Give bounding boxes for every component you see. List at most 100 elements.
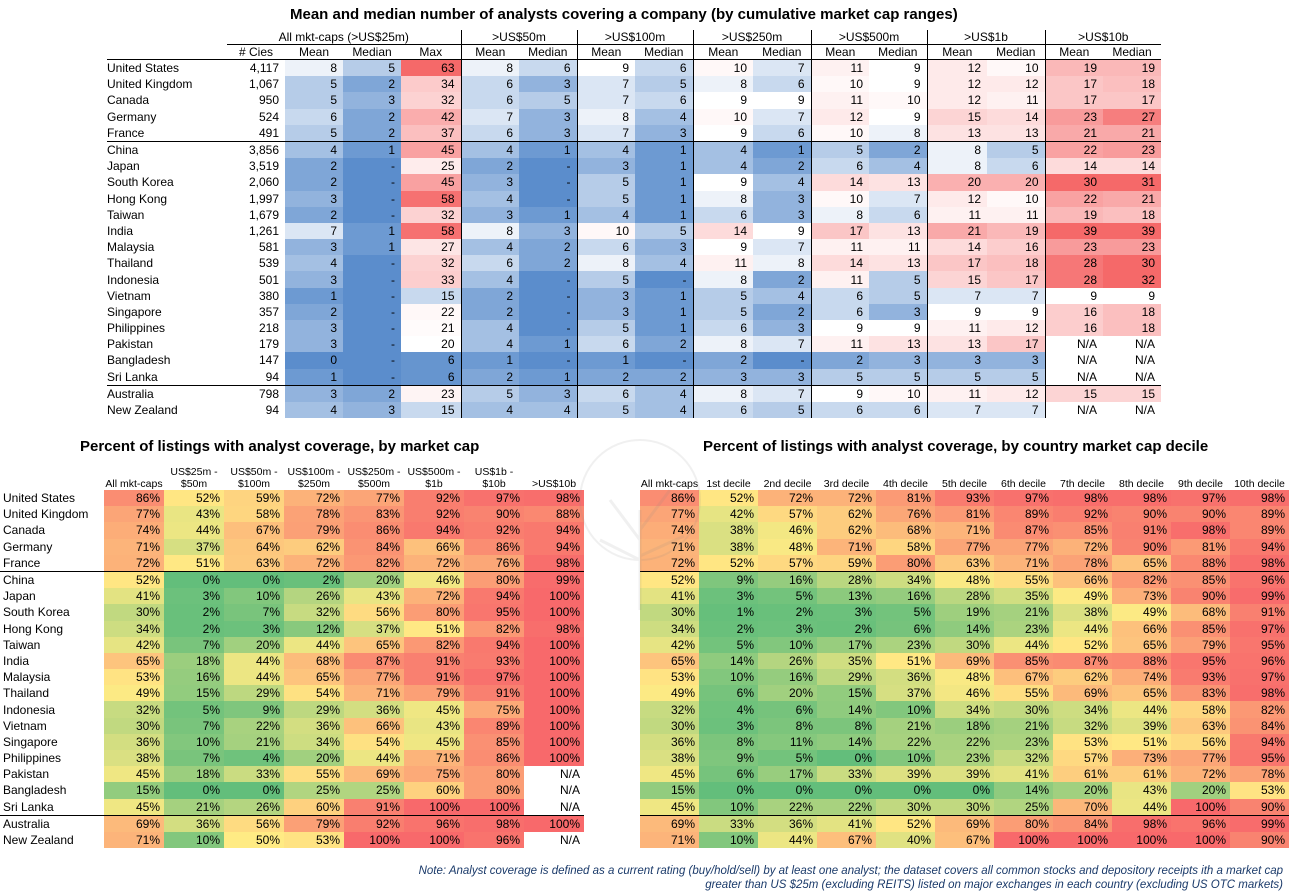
country-label: South Korea	[3, 605, 70, 620]
percent-cell: 45%	[104, 766, 164, 783]
value-cell: 25	[401, 158, 461, 175]
percent-cell: 72%	[284, 490, 344, 507]
value-cell: 15	[926, 271, 988, 288]
value-cell: 11	[869, 239, 928, 256]
percent-cell: 53%	[1230, 782, 1289, 799]
value-cell: 18	[1103, 206, 1162, 223]
value-cell: 13	[869, 336, 928, 353]
percent-cell: 100%	[524, 669, 584, 686]
percent-cell: 65%	[344, 636, 404, 653]
percent-cell: 100%	[344, 831, 404, 849]
table-row: China 3,856 4 1 45 4 1 4 1 4 1 5 2 8 5 22 23	[107, 140, 1162, 159]
percent-cell: 100%	[1112, 831, 1171, 849]
coverage-by-market-cap-table: All mkt-caps US$25m - $50m US$50m - $100m U…	[0, 460, 584, 849]
percent-cell: 69%	[935, 814, 994, 832]
analyst-count-table: All mkt-caps (>US$25m) >US$50m >US$100m >US…	[107, 30, 1162, 419]
percent-cell: 100%	[1171, 831, 1230, 849]
percent-cell: 22%	[224, 717, 284, 734]
value-cell: 9	[810, 384, 870, 402]
percent-cell: 30%	[935, 798, 994, 816]
value-cell: 17	[1103, 92, 1162, 109]
value-cell: 9	[1103, 287, 1162, 304]
percent-cell: 92%	[1053, 506, 1112, 523]
percent-cell: 23%	[994, 733, 1053, 750]
percent-cell: 16%	[758, 570, 817, 589]
value-cell: 3	[285, 271, 343, 288]
table-row: New Zealand 71% 10% 50% 53% 100% 100% 96% N/A	[0, 831, 584, 849]
percent-cell: 23%	[935, 750, 994, 767]
percent-cell: 26%	[284, 588, 344, 605]
value-cell: 1	[519, 368, 578, 386]
value-cell: 6	[753, 76, 812, 93]
value-cell: 4	[285, 255, 343, 272]
percent-cell: 71%	[817, 538, 876, 555]
table-row: Japan 3,519 2-25 2-3 1 4 2 6 4 8 6 14 14	[107, 158, 1162, 175]
percent-cell: 41%	[104, 588, 164, 605]
value-cell: 58	[401, 190, 461, 207]
percent-cell: 95%	[1171, 652, 1230, 670]
percent-cell: 60%	[284, 798, 344, 816]
value-cell: 0	[285, 352, 343, 369]
country-label: Indonesia	[107, 272, 160, 287]
table-row: 30% 1% 2% 3% 5% 19% 21% 38% 49% 68% 91%	[640, 604, 1289, 621]
country-label: India	[107, 223, 134, 238]
value-cell: 20	[926, 174, 988, 191]
percent-cell: 36%	[164, 814, 224, 832]
percent-cell: 87%	[1053, 652, 1112, 670]
percent-cell: 71%	[640, 831, 699, 849]
percent-cell: 85%	[994, 652, 1053, 670]
value-cell: 11	[987, 92, 1046, 109]
value-cell: 2	[460, 287, 519, 304]
value-cell: 2	[343, 124, 401, 142]
table-row: Germany 524 6 2 42 7 3 8 4 10 7 12 9 15 14 23 27	[107, 108, 1162, 125]
percent-cell: 67%	[817, 831, 876, 849]
value-cell: 4	[460, 190, 519, 207]
value-cell: 1	[635, 320, 694, 337]
value-cell: 3	[460, 206, 519, 223]
value-cell: 10	[987, 190, 1046, 207]
percent-cell: 86%	[104, 490, 164, 507]
percent-cell: 10%	[758, 636, 817, 653]
value-cell: 39	[1044, 222, 1104, 240]
value-cell: 3	[519, 222, 578, 240]
percent-cell: 71%	[640, 538, 699, 555]
value-cell: -	[519, 271, 578, 288]
percent-cell: 71%	[104, 538, 164, 555]
country-label: Vietnam	[107, 288, 151, 303]
percent-cell: 98%	[1171, 522, 1230, 539]
country-label: China	[107, 140, 227, 159]
percent-cell: 99%	[1230, 588, 1289, 605]
country-label: Pakistan	[3, 767, 50, 782]
percent-cell: 100%	[524, 701, 584, 718]
percent-cell: 99%	[524, 570, 584, 589]
percent-cell: 6%	[876, 620, 935, 637]
percent-cell: 41%	[817, 814, 876, 832]
company-count-cell: 1,067	[248, 77, 279, 92]
value-cell: 58	[401, 222, 461, 240]
value-cell: 17	[926, 255, 988, 272]
percent-cell: 2%	[758, 604, 817, 621]
percent-cell: 29%	[284, 701, 344, 718]
percent-cell: 80%	[464, 766, 524, 783]
value-cell: 22	[1044, 140, 1104, 159]
percent-cell: 15%	[640, 782, 699, 799]
value-cell: 11	[926, 384, 988, 402]
percent-cell: 0%	[817, 782, 876, 799]
value-cell: 22	[1044, 190, 1104, 207]
value-cell: 19	[1044, 206, 1104, 223]
column-header: Median	[635, 44, 694, 60]
value-cell: 32	[1103, 271, 1162, 288]
top-table-title: Mean and median number of analysts cover…	[290, 6, 958, 23]
percent-cell: 30%	[104, 604, 164, 621]
country-label: Sri Lanka	[107, 369, 158, 384]
value-cell: 6	[810, 158, 870, 175]
country-label: Philippines	[3, 751, 62, 766]
company-count-cell: 1,997	[248, 191, 279, 206]
percent-cell: 54%	[344, 733, 404, 750]
percent-cell: 98%	[1230, 554, 1289, 572]
column-header: All mkt-caps	[640, 478, 699, 490]
value-cell: 8	[576, 108, 636, 125]
percent-cell: 58%	[224, 506, 284, 523]
value-cell: -	[343, 206, 401, 223]
value-cell: 2	[810, 352, 870, 369]
